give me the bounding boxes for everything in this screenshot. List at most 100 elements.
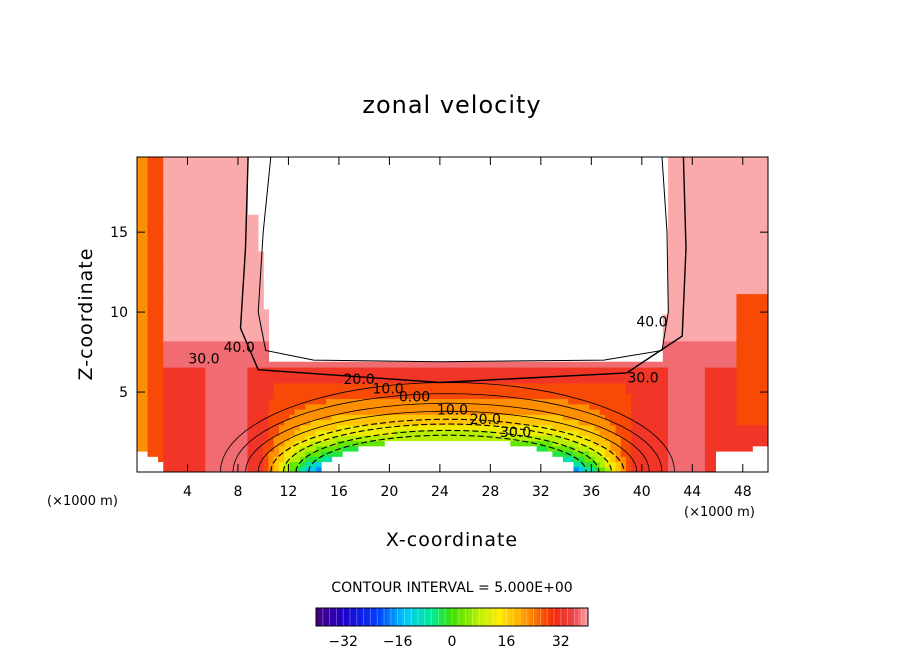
field-cell xyxy=(762,419,768,426)
field-cell xyxy=(431,435,438,442)
field-cell xyxy=(725,293,732,300)
field-cell xyxy=(589,377,596,384)
field-cell xyxy=(568,424,575,431)
field-cell xyxy=(689,225,695,232)
field-cell xyxy=(384,367,390,373)
field-cell xyxy=(368,398,375,405)
field-cell xyxy=(305,361,312,368)
field-cell xyxy=(620,398,627,405)
field-cell xyxy=(347,393,354,400)
field-cell xyxy=(752,372,759,379)
field-cell xyxy=(142,225,149,232)
field-cell xyxy=(300,435,306,442)
field-cell xyxy=(641,466,648,472)
field-cell xyxy=(731,304,738,310)
field-cell xyxy=(263,346,270,352)
field-cell xyxy=(694,214,701,221)
field-cell xyxy=(194,445,201,452)
field-cell xyxy=(752,246,759,253)
field-cell xyxy=(678,183,685,190)
field-cell xyxy=(236,272,243,279)
field-cell xyxy=(715,351,722,358)
field-cell xyxy=(715,209,722,216)
field-cell xyxy=(263,451,270,457)
field-cell xyxy=(626,435,632,442)
field-cell xyxy=(710,393,717,400)
field-cell xyxy=(689,382,695,389)
field-cell xyxy=(610,409,617,415)
field-cell xyxy=(647,440,653,447)
field-cell xyxy=(431,430,438,436)
field-cell xyxy=(210,325,217,331)
field-cell xyxy=(752,277,759,284)
field-cell xyxy=(741,220,748,226)
field-cell xyxy=(247,461,254,468)
field-cell xyxy=(683,403,690,410)
field-cell xyxy=(200,445,206,452)
field-cell xyxy=(673,267,680,274)
field-cell xyxy=(189,330,196,337)
field-cell xyxy=(257,414,264,421)
field-cell xyxy=(746,419,753,426)
colorbar-swatch xyxy=(503,608,507,626)
field-cell xyxy=(683,162,690,169)
field-cell xyxy=(583,361,590,368)
field-cell xyxy=(494,398,501,405)
field-cell xyxy=(615,377,622,384)
field-cell xyxy=(678,199,685,205)
field-cell xyxy=(137,167,143,174)
field-cell xyxy=(231,382,238,389)
field-cell xyxy=(741,230,748,237)
field-cell xyxy=(762,188,768,195)
field-cell xyxy=(647,466,653,472)
field-cell xyxy=(463,377,469,384)
field-cell xyxy=(326,451,333,457)
field-cell xyxy=(231,335,238,342)
field-cell xyxy=(278,466,285,472)
field-cell xyxy=(142,388,149,394)
field-cell xyxy=(573,466,580,472)
field-cell xyxy=(431,388,438,394)
field-cell xyxy=(300,419,306,426)
field-cell xyxy=(158,251,164,258)
field-cell xyxy=(420,377,427,384)
field-cell xyxy=(173,241,180,247)
field-cell xyxy=(226,382,233,389)
field-cell xyxy=(710,183,717,190)
field-cell xyxy=(152,162,159,169)
field-cell xyxy=(357,377,364,384)
field-cell xyxy=(499,382,506,389)
field-cell xyxy=(242,209,249,216)
field-cell xyxy=(736,214,743,221)
field-cell xyxy=(573,435,580,442)
field-cell xyxy=(694,409,701,415)
field-cell xyxy=(179,298,185,305)
field-cell xyxy=(152,356,159,363)
field-cell xyxy=(657,430,664,436)
field-cell xyxy=(326,361,333,368)
field-cell xyxy=(268,419,275,426)
field-cell xyxy=(478,398,485,405)
field-cell xyxy=(263,382,270,389)
field-cell xyxy=(678,435,685,442)
field-cell xyxy=(310,466,317,472)
field-cell xyxy=(757,277,764,284)
field-cell xyxy=(137,220,143,226)
field-cell xyxy=(704,314,711,321)
field-cell xyxy=(336,377,343,384)
field-cell xyxy=(147,241,154,247)
field-cell xyxy=(662,367,669,373)
field-cell xyxy=(168,451,175,457)
field-cell xyxy=(673,251,680,258)
field-cell xyxy=(242,340,249,347)
field-cell xyxy=(236,393,243,400)
field-cell xyxy=(531,377,538,384)
field-cell xyxy=(152,193,159,200)
field-cell xyxy=(142,283,149,289)
field-cell xyxy=(310,377,317,384)
field-cell xyxy=(662,377,669,384)
field-cell xyxy=(678,403,685,410)
field-cell xyxy=(710,204,717,211)
field-cell xyxy=(268,361,275,368)
field-cell xyxy=(668,262,674,268)
